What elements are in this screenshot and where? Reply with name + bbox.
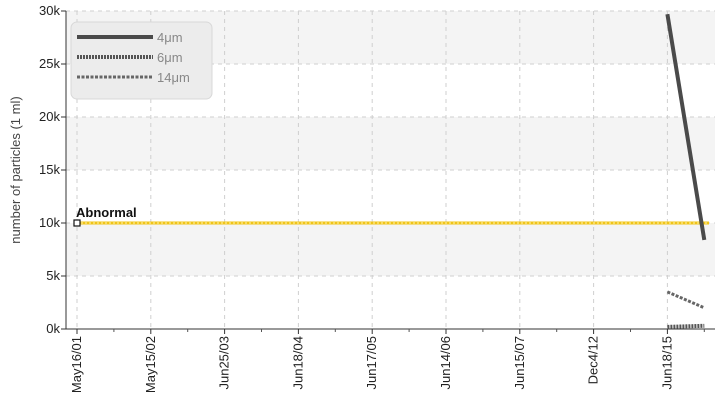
x-tick-label: Jun18/15 [659, 336, 674, 390]
plot-band [66, 223, 715, 276]
x-tick-label: May16/01 [69, 336, 84, 393]
y-tick-label: 20k [39, 109, 60, 124]
x-tick-label: Jun18/04 [290, 336, 305, 390]
series-line-solid [665, 13, 707, 241]
x-tick-label: Jun14/06 [438, 336, 453, 390]
x-axis-ticks: May16/01 May15/02 Jun25/03 Jun18/04 Jun17/05… [69, 329, 705, 393]
grid-lines [66, 10, 715, 330]
x-tick-label: Jun25/03 [217, 336, 232, 390]
threshold-line-group: Abnormal [73, 205, 709, 227]
y-tick-label: 25k [39, 56, 60, 71]
y-axis-ticks: 0k 5k 10k 15k 20k 25k 30k [39, 3, 66, 336]
series-lines [665, 13, 707, 329]
y-axis-title: number of particles (1 ml) [8, 96, 23, 243]
x-tick-label: Jun15/07 [512, 336, 527, 390]
legend-label: 4μm [157, 30, 183, 45]
legend: 4μm 6μm 14μm [70, 21, 213, 100]
y-tick-label: 15k [39, 162, 60, 177]
series-line-dotted [667, 323, 705, 329]
legend-box [70, 21, 213, 100]
series-line-dashed [666, 290, 705, 310]
x-tick-label: Jun17/05 [364, 336, 379, 390]
y-tick-label: 30k [39, 3, 60, 18]
y-tick-label: 10k [39, 215, 60, 230]
y-tick-label: 5k [46, 268, 60, 283]
plot-bands [66, 11, 715, 276]
y-tick-label: 0k [46, 321, 60, 336]
threshold-label: Abnormal [76, 205, 137, 220]
legend-label: 14μm [157, 70, 190, 85]
x-tick-label: May15/02 [143, 336, 158, 393]
x-tick-label: Dec4/12 [586, 336, 601, 384]
plot-band [66, 117, 715, 170]
legend-label: 6μm [157, 50, 183, 65]
threshold-marker [73, 219, 81, 227]
